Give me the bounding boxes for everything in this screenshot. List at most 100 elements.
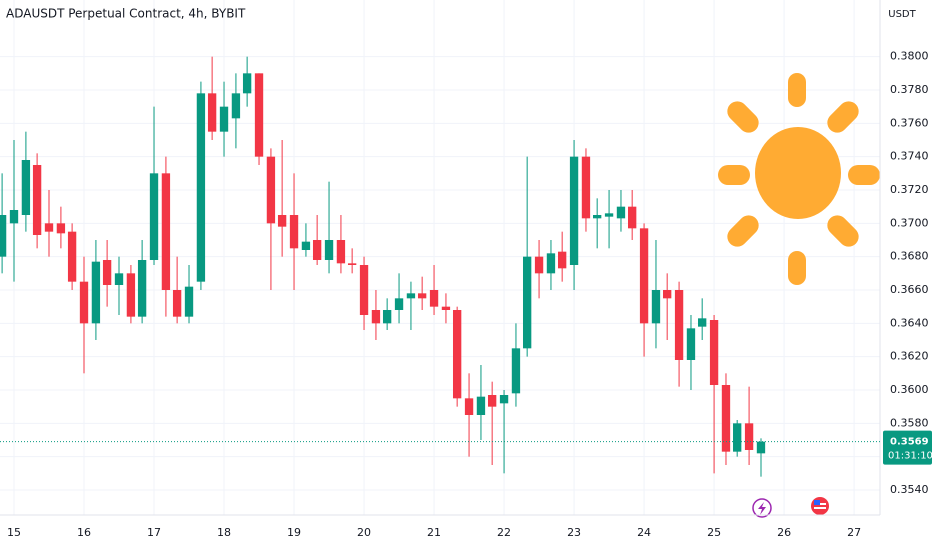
candle-body [196, 93, 206, 282]
y-tick-label: 0.3540 [890, 483, 929, 496]
x-tick-label: 17 [147, 526, 161, 539]
candle-body [534, 256, 544, 274]
candle-body [522, 256, 532, 349]
candle-body [32, 165, 42, 235]
candle-body [91, 261, 101, 324]
event-icons[interactable] [752, 497, 829, 518]
y-tick-label: 0.3660 [890, 283, 929, 296]
candle-body [207, 93, 217, 132]
candle-body [277, 215, 287, 227]
candle-body [312, 240, 322, 260]
candle-body [102, 260, 112, 285]
candle-body [499, 395, 509, 404]
candle-body [663, 290, 672, 299]
x-tick-label: 20 [357, 526, 371, 539]
candle-body [581, 156, 591, 219]
candle-body [616, 206, 626, 219]
candle-body [744, 423, 754, 450]
candle-body [219, 106, 229, 132]
candle-body [487, 395, 497, 407]
candle-body [417, 293, 427, 299]
candle-body [67, 231, 77, 282]
candle-body [21, 160, 31, 215]
candle-body [79, 281, 89, 324]
x-tick-label: 15 [7, 526, 21, 539]
y-tick-label: 0.3680 [890, 250, 929, 263]
chart-title: ADAUSDT Perpetual Contract, 4h, BYBIT [6, 7, 246, 21]
candle-body [44, 223, 54, 232]
candle-body [674, 290, 684, 360]
candle-body [709, 320, 719, 385]
x-tick-label: 25 [707, 526, 721, 539]
x-tick-label: 21 [427, 526, 441, 539]
candle-body [441, 306, 451, 310]
x-tick-label: 23 [567, 526, 581, 539]
candle-body [628, 206, 637, 229]
candles [0, 56, 766, 477]
candle-body [464, 398, 474, 415]
candle-body [289, 215, 299, 249]
x-tick-label: 27 [847, 526, 861, 539]
candle-body [511, 348, 521, 394]
y-tick-label: 0.3800 [890, 50, 929, 63]
candle-body [149, 173, 159, 260]
candle-body [721, 385, 731, 452]
candle-body [546, 253, 556, 274]
candle-body [557, 251, 567, 269]
candle-body [604, 213, 614, 217]
candle-body [0, 215, 7, 257]
candle-body [476, 396, 486, 415]
candle-body [359, 265, 369, 315]
current-price-label: 0.3569 [890, 437, 929, 448]
grid-layer [0, 0, 880, 515]
countdown-label: 01:31:10 [888, 451, 932, 462]
x-tick-label: 26 [777, 526, 791, 539]
candle-body [733, 423, 742, 452]
candle-body [242, 73, 252, 94]
y-tick-label: 0.3760 [890, 116, 929, 129]
candle-body [406, 293, 416, 299]
candle-body [184, 286, 194, 317]
candle-body [266, 156, 276, 224]
candle-body [639, 228, 649, 324]
y-tick-label: 0.3780 [890, 83, 929, 96]
y-tick-label: 0.3580 [890, 416, 929, 429]
x-tick-label: 18 [217, 526, 231, 539]
candle-body [56, 223, 66, 234]
candle-body [686, 328, 696, 360]
candle-body [569, 156, 579, 265]
candle-body [172, 290, 182, 317]
candle-body [114, 273, 124, 285]
y-tick-label: 0.3700 [890, 216, 929, 229]
current-price-box [883, 430, 932, 465]
y-tick-label: 0.3600 [890, 383, 929, 396]
x-tick-label: 22 [497, 526, 511, 539]
candle-body [9, 210, 19, 224]
candle-body [347, 263, 357, 265]
candle-body [593, 215, 602, 219]
candle-body [382, 310, 392, 324]
candle-body [336, 240, 346, 264]
x-tick-label: 19 [287, 526, 301, 539]
candle-body [231, 93, 241, 119]
candle-body [161, 173, 171, 290]
y-tick-label: 0.3620 [890, 350, 929, 363]
candle-body [429, 290, 439, 307]
axis-unit: USDT [888, 9, 916, 20]
candle-body [394, 298, 404, 310]
candle-body [756, 441, 766, 454]
candle-body [137, 260, 147, 317]
candle-body [301, 241, 311, 250]
x-tick-label: 24 [637, 526, 651, 539]
candle-body [126, 273, 136, 317]
candle-body [254, 73, 264, 157]
candle-body [651, 290, 661, 324]
candle-body [452, 310, 462, 399]
y-tick-label: 0.3720 [890, 183, 929, 196]
y-tick-label: 0.3740 [890, 150, 929, 163]
candle-body [371, 310, 381, 324]
candle-body [324, 240, 334, 260]
y-tick-label: 0.3640 [890, 316, 929, 329]
sun-icon [718, 73, 880, 285]
